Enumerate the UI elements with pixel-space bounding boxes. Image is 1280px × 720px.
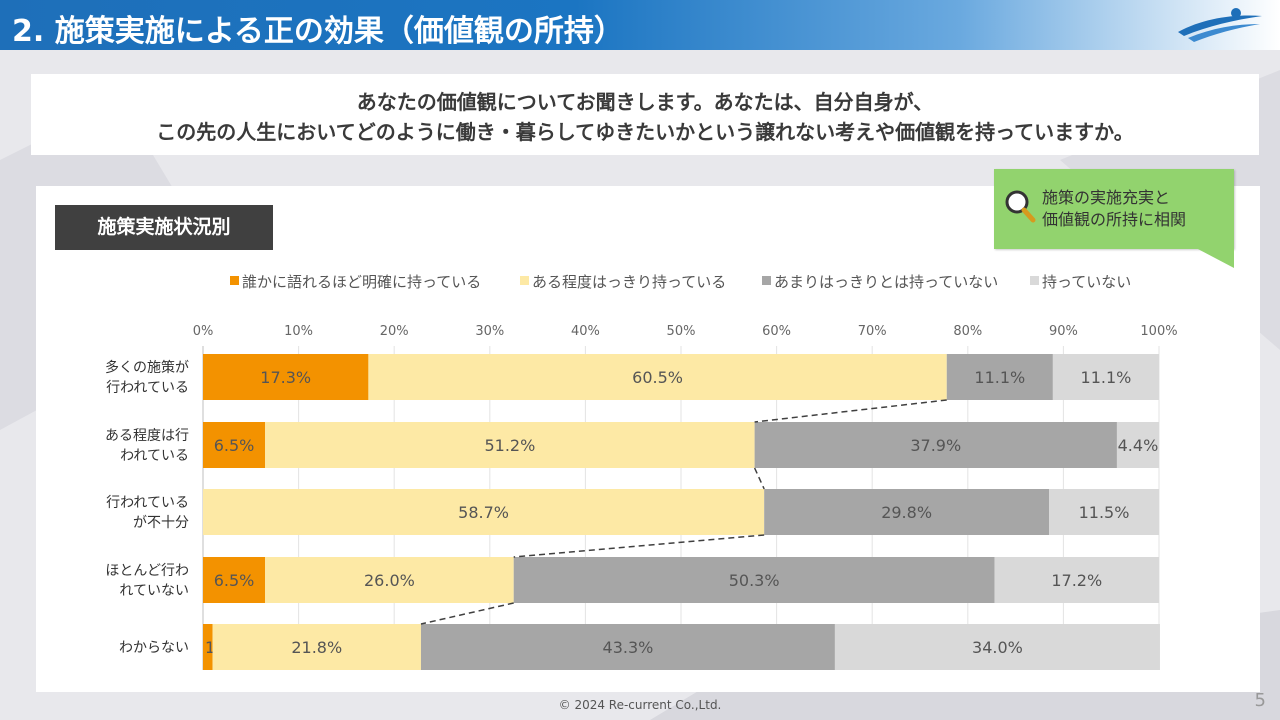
legend-label: あまりはっきりとは持っていない xyxy=(774,273,999,291)
bar-segment xyxy=(265,422,755,468)
legend-swatch xyxy=(230,276,239,285)
data-label: 26.0% xyxy=(364,571,415,590)
bar-segment xyxy=(420,624,835,670)
x-tick-label: 10% xyxy=(284,324,313,339)
bar-segment xyxy=(834,624,1160,670)
question-box: あなたの価値観についてお聞きします。あなたは、自分自身が、 この先の人生において… xyxy=(31,74,1259,155)
data-label: 34.0% xyxy=(972,638,1023,657)
bar-segment xyxy=(203,354,369,400)
x-tick-label: 80% xyxy=(953,324,982,339)
bar-segment xyxy=(265,557,514,603)
bar-segment xyxy=(203,489,765,535)
bar-segment xyxy=(764,489,1050,535)
callout-tail xyxy=(1196,248,1234,268)
data-label: 17.2% xyxy=(1051,571,1102,590)
question-line-1: あなたの価値観についてお聞きします。あなたは、自分自身が、 xyxy=(356,90,934,114)
bar-segment xyxy=(946,354,1053,400)
category-label: が不十分 xyxy=(133,515,189,531)
bar-segment xyxy=(212,624,421,670)
callout-line-2: 価値観の所持に相関 xyxy=(1042,210,1187,229)
x-tick-label: 70% xyxy=(858,324,887,339)
category-label: わからない xyxy=(119,640,189,656)
category-label: ある程度は行 xyxy=(105,428,189,444)
x-tick-label: 0% xyxy=(193,324,214,339)
callout-line-1: 施策の実施充実と xyxy=(1042,188,1171,207)
bar-segment xyxy=(994,557,1159,603)
legend-item: 誰かに語れるほど明確に持っている xyxy=(230,271,481,292)
category-label: 多くの施策が xyxy=(105,359,189,376)
x-tick-label: 100% xyxy=(1140,324,1177,339)
data-label: 17.3% xyxy=(260,368,311,387)
bar-segment xyxy=(1049,489,1159,535)
data-label: 60.5% xyxy=(632,368,683,387)
x-tick-label: 20% xyxy=(380,324,409,339)
bar-segment xyxy=(203,624,213,670)
data-label: 58.7% xyxy=(458,503,509,522)
data-label: 6.5% xyxy=(214,436,255,455)
bar-segment xyxy=(203,422,266,468)
x-tick-label: 50% xyxy=(667,324,696,339)
category-label: 行われている xyxy=(106,380,189,396)
title-bar: 2. 施策実施による正の効果（価値観の所持） xyxy=(0,0,1280,50)
legend-item: 持っていない xyxy=(1030,271,1131,292)
bar-segment xyxy=(203,557,266,603)
data-label: 50.3% xyxy=(729,571,780,590)
data-label: 11.5% xyxy=(1079,503,1130,522)
x-tick-label: 90% xyxy=(1049,324,1078,339)
legend-item: ある程度はっきり持っている xyxy=(520,271,726,292)
x-tick-label: 40% xyxy=(571,324,600,339)
data-label: 11.1% xyxy=(974,368,1025,387)
data-label: 37.9% xyxy=(910,436,961,455)
data-label: 6.5% xyxy=(214,571,255,590)
legend-item: あまりはっきりとは持っていない xyxy=(762,271,998,292)
x-tick-label: 60% xyxy=(762,324,791,339)
data-label: 21.8% xyxy=(291,638,342,657)
category-label: われている xyxy=(120,448,189,464)
callout-box: 施策の実施充実と 価値観の所持に相関 xyxy=(994,169,1234,249)
data-label: 29.8% xyxy=(881,503,932,522)
legend-swatch xyxy=(520,276,529,285)
legend-swatch xyxy=(1030,276,1039,285)
x-tick-label: 30% xyxy=(475,324,504,339)
legend-label: 持っていない xyxy=(1042,273,1132,291)
legend-swatch xyxy=(762,276,771,285)
connector-line xyxy=(754,399,947,423)
page-number: 5 xyxy=(1254,690,1266,711)
data-label: 4.4% xyxy=(1118,436,1159,455)
data-label: 11.1% xyxy=(1081,368,1132,387)
data-label: 51.2% xyxy=(484,436,535,455)
question-line-2: この先の人生においてどのように働き・暮らしてゆきたいかという譲れない考えや価値観… xyxy=(156,120,1134,144)
copyright: © 2024 Re-current Co.,Ltd. xyxy=(558,698,722,712)
bar-segment xyxy=(513,557,995,603)
bar-segment xyxy=(368,354,947,400)
connector-line xyxy=(513,534,765,558)
bar-segment xyxy=(1052,354,1159,400)
connector-line xyxy=(420,602,514,625)
section-label: 施策実施状況別 xyxy=(55,205,273,250)
page-title: 2. 施策実施による正の効果（価値観の所持） xyxy=(12,14,624,49)
category-label: れていない xyxy=(119,583,189,599)
connector-line xyxy=(753,467,765,490)
category-label: 行われている xyxy=(106,495,189,511)
category-label: ほとんど行わ xyxy=(105,563,189,579)
bar-segment xyxy=(1116,422,1159,468)
magnifier-icon xyxy=(1005,190,1036,223)
legend-label: 誰かに語れるほど明確に持っている xyxy=(242,273,482,291)
company-logo-icon xyxy=(1178,8,1262,42)
bar-segment xyxy=(754,422,1117,468)
data-label: 43.3% xyxy=(603,638,654,657)
legend-label: ある程度はっきり持っている xyxy=(532,273,727,291)
